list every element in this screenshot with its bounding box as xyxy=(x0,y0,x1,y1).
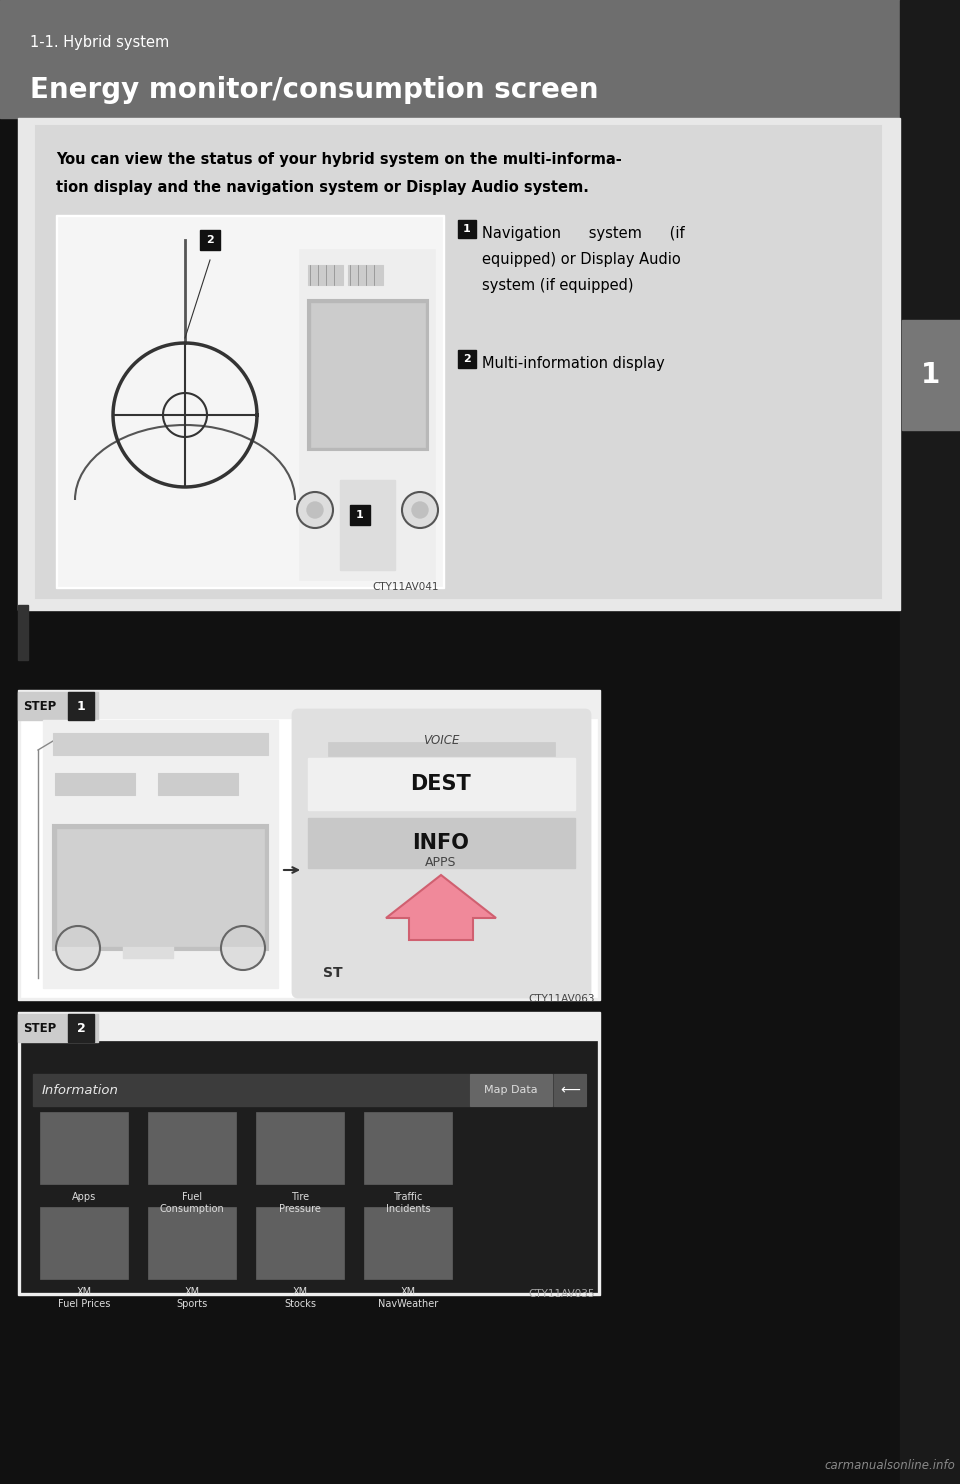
Bar xyxy=(68,692,94,720)
Polygon shape xyxy=(386,876,496,939)
Text: XM
NavWeather: XM NavWeather xyxy=(378,1287,438,1309)
Circle shape xyxy=(221,926,265,971)
Text: tion display and the navigation system or Display Audio system.: tion display and the navigation system o… xyxy=(56,180,588,194)
Bar xyxy=(18,605,28,660)
Bar xyxy=(21,1040,597,1293)
Bar xyxy=(364,1206,452,1279)
Bar xyxy=(58,217,442,586)
Bar xyxy=(57,830,264,945)
Text: Apps: Apps xyxy=(72,1192,96,1202)
Bar xyxy=(902,321,960,430)
Bar xyxy=(470,1074,552,1106)
Bar xyxy=(56,215,444,588)
Bar xyxy=(350,505,370,525)
Bar xyxy=(308,758,575,810)
Text: ST: ST xyxy=(323,966,343,979)
Bar xyxy=(53,825,268,950)
Text: XM
Sports: XM Sports xyxy=(177,1287,207,1309)
Circle shape xyxy=(297,493,333,528)
Bar xyxy=(18,1012,600,1296)
Text: 1: 1 xyxy=(356,510,364,519)
Text: 2: 2 xyxy=(463,355,470,364)
Bar xyxy=(18,119,900,610)
Text: Tire
Pressure: Tire Pressure xyxy=(279,1192,321,1214)
Bar xyxy=(348,266,383,285)
Text: CTY11AV041: CTY11AV041 xyxy=(372,582,439,592)
Bar xyxy=(308,818,575,868)
Bar xyxy=(311,303,425,447)
Bar xyxy=(18,1014,98,1042)
Bar xyxy=(308,300,428,450)
Bar xyxy=(18,690,600,1000)
Text: CTY11AV035: CTY11AV035 xyxy=(529,1290,595,1298)
Bar xyxy=(123,930,173,959)
Text: 1: 1 xyxy=(463,224,470,234)
Text: Map Data: Map Data xyxy=(484,1085,538,1095)
Bar xyxy=(900,0,960,1484)
Text: VOICE: VOICE xyxy=(422,733,459,746)
Bar xyxy=(40,1112,128,1184)
Text: STEP: STEP xyxy=(23,1021,57,1034)
Bar xyxy=(458,350,476,368)
Text: 1: 1 xyxy=(77,699,85,712)
Bar xyxy=(554,1074,586,1106)
Bar xyxy=(148,1206,236,1279)
Text: Fuel
Consumption: Fuel Consumption xyxy=(159,1192,225,1214)
Circle shape xyxy=(307,502,323,518)
Circle shape xyxy=(402,493,438,528)
Bar xyxy=(55,773,135,795)
Text: Energy monitor/consumption screen: Energy monitor/consumption screen xyxy=(30,76,598,104)
Text: carmanualsonline.info: carmanualsonline.info xyxy=(824,1459,955,1472)
Bar xyxy=(53,733,268,755)
Text: XM
Stocks: XM Stocks xyxy=(284,1287,316,1309)
Circle shape xyxy=(412,502,428,518)
Bar xyxy=(36,126,881,598)
Text: system (if equipped): system (if equipped) xyxy=(482,278,634,292)
Bar xyxy=(308,266,343,285)
Bar xyxy=(18,692,98,720)
Text: CTY11AV063: CTY11AV063 xyxy=(529,994,595,1005)
Text: APPS: APPS xyxy=(425,855,457,868)
Text: STEP: STEP xyxy=(23,699,57,712)
Text: DEST: DEST xyxy=(411,775,471,794)
Text: Multi-information display: Multi-information display xyxy=(482,356,664,371)
Text: 2: 2 xyxy=(206,234,214,245)
Text: Information: Information xyxy=(42,1083,119,1097)
Bar xyxy=(364,1112,452,1184)
Bar xyxy=(256,1112,344,1184)
Text: 1-1. Hybrid system: 1-1. Hybrid system xyxy=(30,34,169,49)
Text: ⟵: ⟵ xyxy=(560,1083,580,1097)
Text: Navigation      system      (if: Navigation system (if xyxy=(482,226,684,240)
Bar xyxy=(148,1112,236,1184)
Bar xyxy=(68,1014,94,1042)
Bar xyxy=(300,249,435,580)
Text: XM
Fuel Prices: XM Fuel Prices xyxy=(58,1287,110,1309)
FancyBboxPatch shape xyxy=(293,709,590,997)
Text: You can view the status of your hybrid system on the multi-informa-: You can view the status of your hybrid s… xyxy=(56,151,622,168)
Bar xyxy=(40,1206,128,1279)
Bar xyxy=(21,720,597,997)
Text: equipped) or Display Audio: equipped) or Display Audio xyxy=(482,252,681,267)
Bar xyxy=(256,1206,344,1279)
Bar xyxy=(340,479,395,570)
Bar xyxy=(43,720,278,988)
Bar xyxy=(158,773,238,795)
Text: Traffic
Incidents: Traffic Incidents xyxy=(386,1192,430,1214)
Bar xyxy=(33,1074,585,1106)
Text: 2: 2 xyxy=(77,1021,85,1034)
Circle shape xyxy=(56,926,100,971)
Bar xyxy=(200,230,220,249)
Bar xyxy=(328,742,555,755)
Bar xyxy=(458,220,476,237)
Text: INFO: INFO xyxy=(413,833,469,853)
Bar xyxy=(0,0,960,119)
Text: 1: 1 xyxy=(922,361,941,389)
